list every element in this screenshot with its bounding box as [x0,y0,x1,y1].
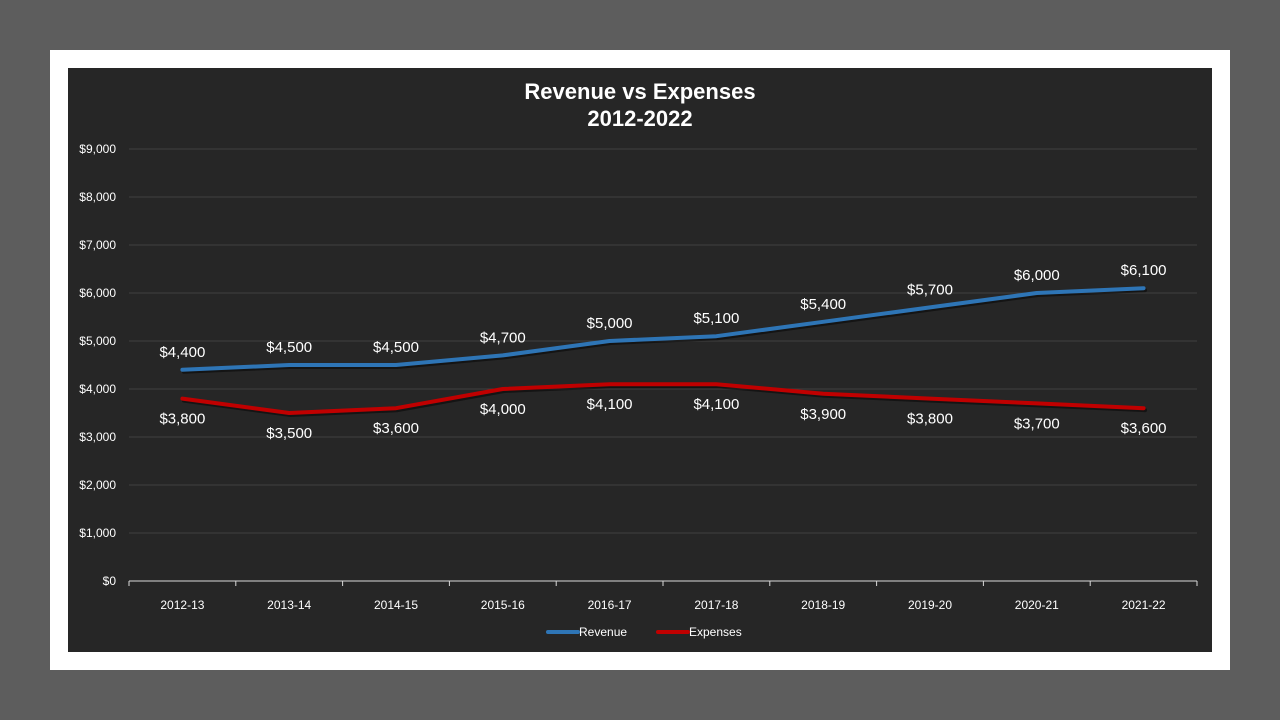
data-label: $4,100 [587,396,633,413]
data-label: $5,700 [907,281,953,298]
legend-label: Expenses [689,625,742,639]
data-label: $4,000 [480,401,526,418]
chart-title: Revenue vs Expenses [524,79,756,104]
x-tick-label: 2014-15 [374,598,418,612]
data-label: $6,100 [1121,262,1167,279]
data-label: $3,600 [373,420,419,437]
series-line [180,286,1146,372]
data-label: $3,800 [907,411,953,428]
data-label: $3,800 [159,411,205,428]
data-label: $4,700 [480,329,526,346]
legend-label: Revenue [579,625,627,639]
x-tick-label: 2017-18 [694,598,738,612]
data-label: $4,400 [159,344,205,361]
x-tick-label: 2013-14 [267,598,311,612]
data-label: $3,900 [800,406,846,423]
line-chart: $0 $1,000 $2,000 $3,000 $4,000 $5,000 $6,000 $7… [79,142,1198,639]
x-tick-label: 2020-21 [1015,598,1059,612]
chart-area: Revenue vs Expenses 2012-2022 $0 $1,000 $2… [68,68,1212,652]
data-label: $4,500 [266,339,312,356]
x-tick-label: 2012-13 [160,598,204,612]
y-tick-label: $1,000 [79,526,116,540]
data-label: $4,500 [373,339,419,356]
x-tick-label: 2018-19 [801,598,845,612]
series-line [180,382,1146,415]
y-tick-label: $6,000 [79,286,116,300]
data-label: $5,000 [587,315,633,332]
data-label: $3,500 [266,425,312,442]
x-tick-label: 2016-17 [588,598,632,612]
series-line-shadow [181,288,1148,374]
chart-title-block: Revenue vs Expenses 2012-2022 [68,78,1212,132]
y-tick-label: $2,000 [79,478,116,492]
y-tick-label: $7,000 [79,238,116,252]
data-label: $3,700 [1014,415,1060,432]
y-tick-label: $0 [103,574,117,588]
y-tick-label: $4,000 [79,382,116,396]
y-tick-label: $3,000 [79,430,116,444]
data-label: $6,000 [1014,267,1060,284]
x-tick-label: 2019-20 [908,598,952,612]
y-tick-label: $5,000 [79,334,116,348]
data-label: $3,600 [1121,420,1167,437]
chart-subtitle: 2012-2022 [587,106,693,131]
data-label: $5,100 [693,310,739,327]
x-tick-label: 2021-22 [1122,598,1166,612]
y-tick-label: $8,000 [79,190,116,204]
data-label: $4,100 [693,396,739,413]
y-tick-label: $9,000 [79,142,116,156]
x-tick-label: 2015-16 [481,598,525,612]
data-label: $5,400 [800,296,846,313]
